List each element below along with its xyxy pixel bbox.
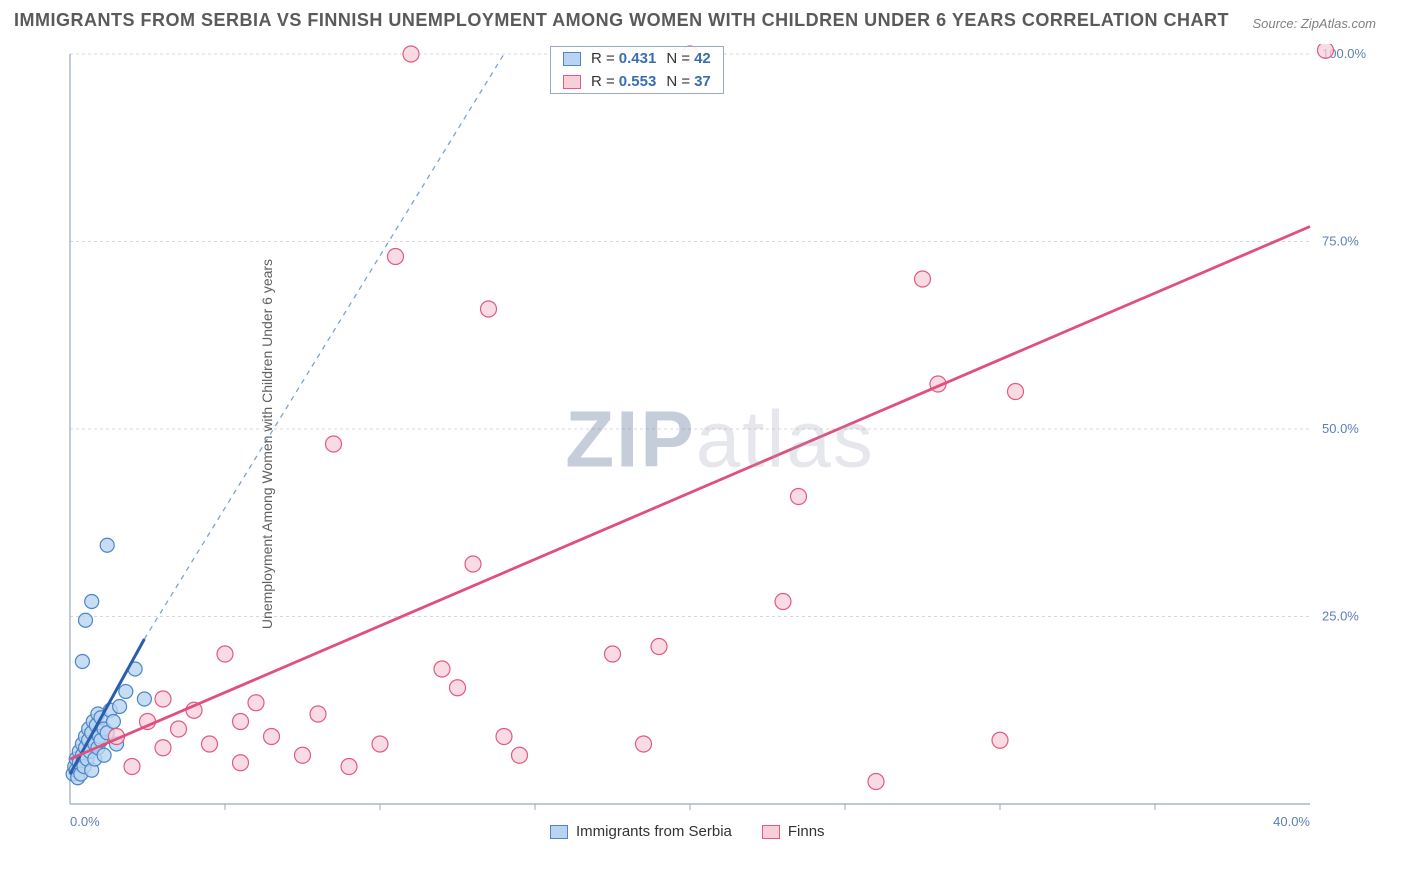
legend-item-serbia: Immigrants from Serbia [550,823,732,840]
swatch-serbia [563,52,581,66]
bottom-legend: Immigrants from Serbia Finns [550,823,825,840]
n-label: N =37 [666,73,710,90]
swatch-serbia-icon [550,825,568,839]
plot-area: Unemployment Among Women with Children U… [60,44,1380,844]
legend-label: Finns [788,823,825,840]
n-label: N =42 [666,50,710,67]
chart-title: IMMIGRANTS FROM SERBIA VS FINNISH UNEMPL… [14,10,1229,31]
svg-text:50.0%: 50.0% [1322,421,1359,436]
r-label: R =0.553 [591,73,656,90]
svg-text:25.0%: 25.0% [1322,609,1359,624]
legend-label: Immigrants from Serbia [576,823,732,840]
source-label: Source: ZipAtlas.com [1252,16,1376,31]
legend-item-finns: Finns [762,823,825,840]
swatch-finns-icon [762,825,780,839]
stats-legend: R =0.431 N =42 R =0.553 N =37 [550,46,724,94]
swatch-finns [563,75,581,89]
r-label: R =0.431 [591,50,656,67]
stats-row-finns: R =0.553 N =37 [551,70,723,93]
svg-text:75.0%: 75.0% [1322,234,1359,249]
svg-text:40.0%: 40.0% [1273,814,1310,829]
y-axis-label: Unemployment Among Women with Children U… [259,259,275,629]
stats-row-serbia: R =0.431 N =42 [551,47,723,70]
scatter-chart: 25.0%50.0%75.0%100.0%0.0%40.0% [60,44,1380,844]
svg-text:0.0%: 0.0% [70,814,100,829]
